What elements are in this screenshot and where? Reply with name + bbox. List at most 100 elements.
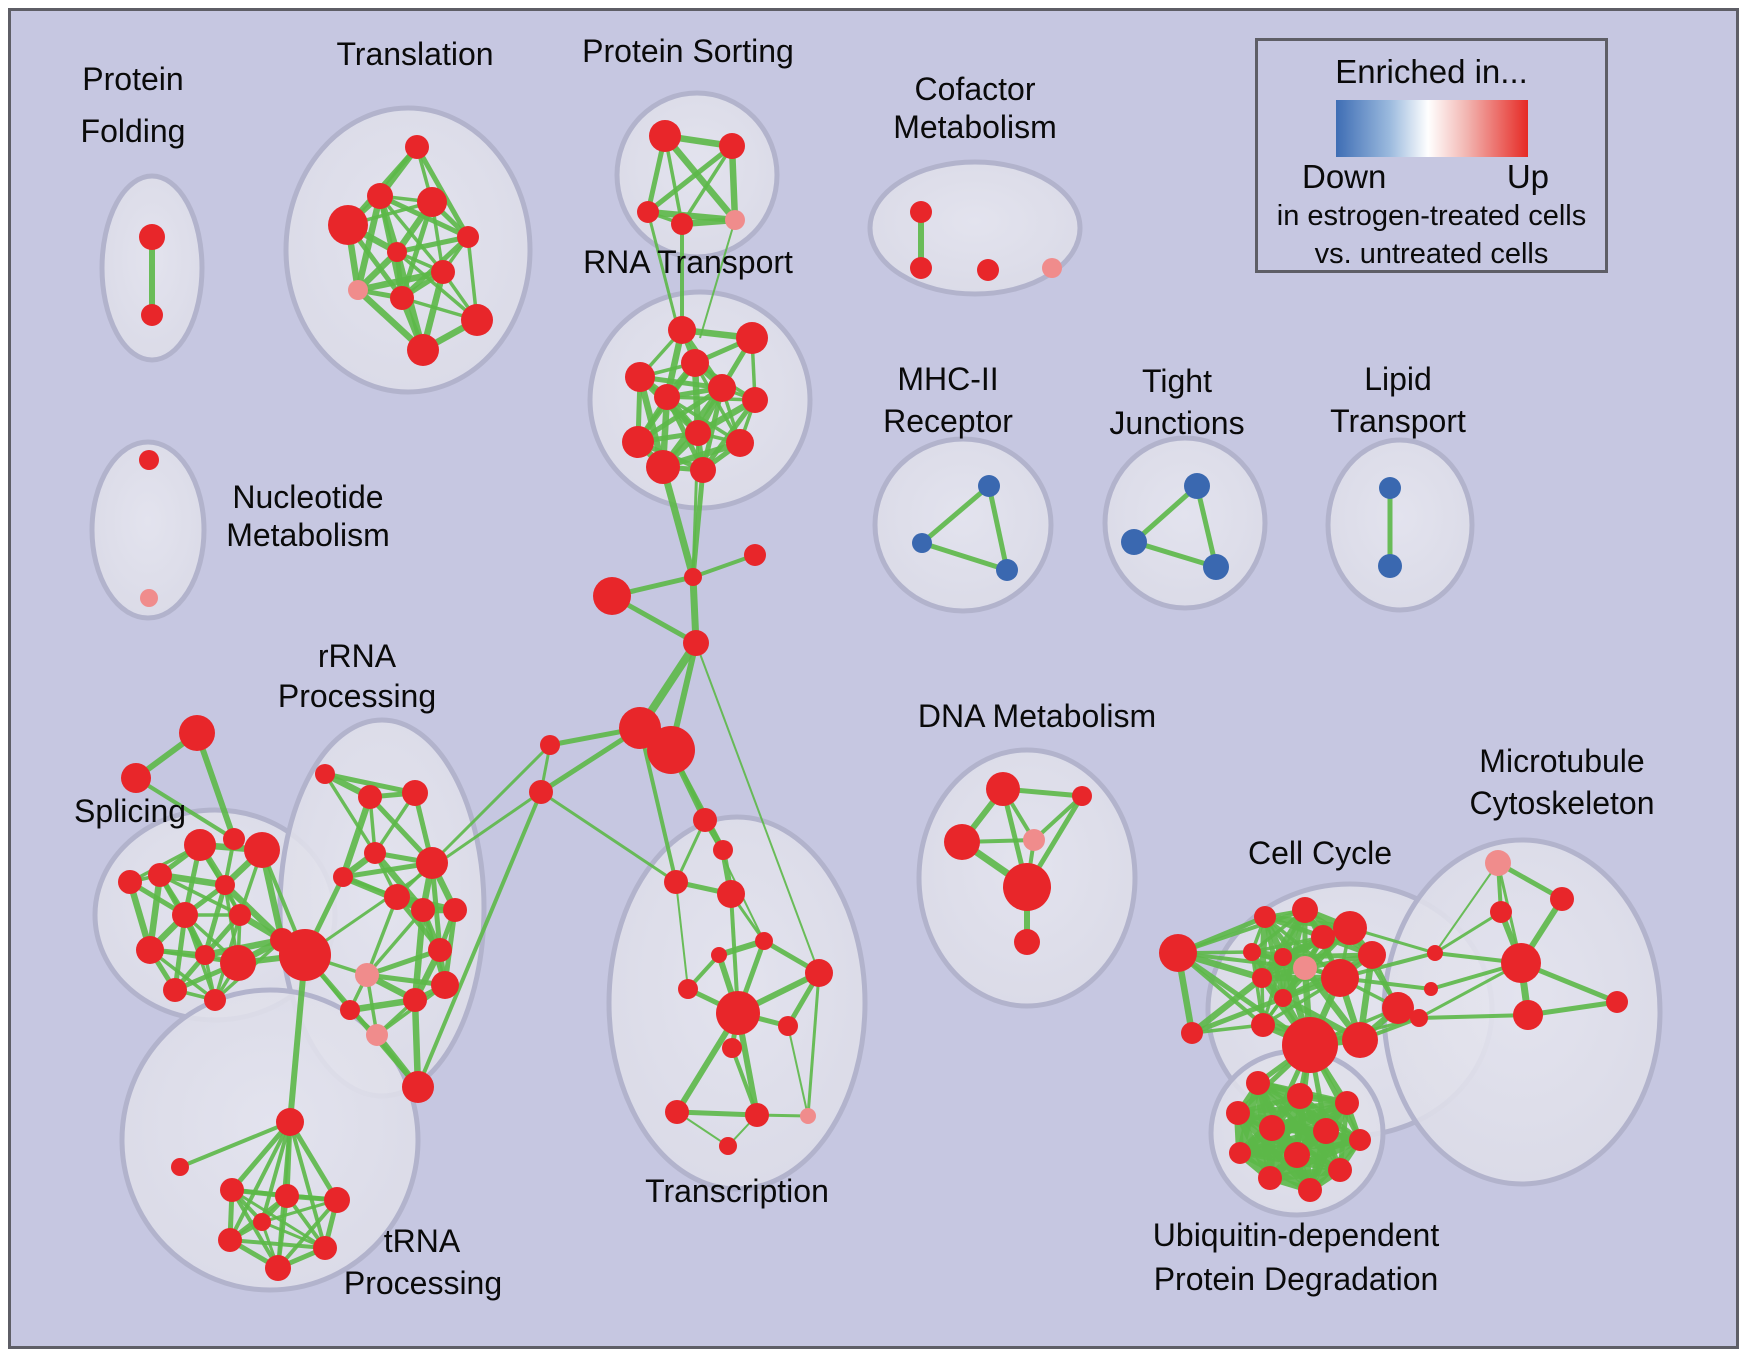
legend-up-label: Up [1506,158,1549,195]
dna-metabolism-node [1014,929,1040,955]
splicing-node [184,829,216,861]
rrna-processing-node [402,1071,434,1103]
rrna-processing-node [384,884,410,910]
edge [261,1198,338,1224]
legend-down-label: Down [1302,158,1387,195]
transcription-node [778,1016,798,1036]
edge [339,795,374,879]
transcription-node [745,1103,769,1127]
tight-junctions-ellipse [1102,435,1268,611]
microtubule-cytoskeleton-node [1501,943,1541,983]
connector-node [593,577,631,615]
legend-caption-line2: vs. untreated cells [1314,238,1549,270]
mhc-ii-receptor-label: Receptor [883,403,1013,439]
edge [787,1025,809,1117]
nucleotide-metabolism-ellipse [89,439,207,621]
ubiquitin-degradation-label: Protein Degradation [1154,1261,1439,1297]
translation-node [387,242,407,262]
trna-processing-node [324,1187,350,1213]
connector-node [683,630,709,656]
edge [1194,485,1219,568]
transcription-node [711,947,727,963]
protein-sorting-node [649,120,681,152]
cell-cycle-node [1243,943,1261,961]
protein-folding-node [141,304,163,326]
transcription-node [665,1100,689,1124]
transcription-node [805,959,833,987]
rna-transport-node [726,429,754,457]
edge [229,1238,326,1250]
microtubule-cytoskeleton-node [1606,991,1628,1013]
rna-transport-node [625,362,655,392]
ubiquitin-degradation-node [1226,1101,1250,1125]
rrna-processing-node [333,867,353,887]
splicing-node [118,870,142,894]
splicing-node [172,902,198,928]
translation-node [390,286,414,310]
translation-node [457,226,479,248]
connector-node [744,544,766,566]
microtubule-cytoskeleton-node [1490,901,1512,923]
edge [659,466,697,578]
protein-sorting-node [725,210,745,230]
ubiquitin-degradation-node [1349,1129,1371,1151]
edge [920,484,991,545]
edge [323,773,377,854]
mhc-ii-receptor-node [996,559,1018,581]
rna-transport-node [708,374,736,402]
dna-metabolism-node [944,824,980,860]
splicing-node [229,904,251,926]
edge [396,234,469,255]
rrna-processing-node [358,785,382,809]
translation-node [431,260,455,284]
edge [675,881,689,990]
connector-node [647,726,695,774]
edge [1132,484,1199,544]
transcription-node [755,932,773,950]
rna-transport-node [742,387,768,413]
trna-processing-node [171,1158,189,1176]
trna-processing-node [253,1213,271,1231]
edge [540,790,677,884]
connector-node [179,715,215,751]
edge [646,144,734,214]
microtubule-cytoskeleton-label: Microtubule [1479,743,1644,779]
mhc-ii-receptor-ellipse [872,436,1054,614]
ubiquitin-degradation-node [1229,1142,1251,1164]
cell-cycle-node [1321,959,1359,997]
cell-cycle-node [1181,1022,1203,1044]
edge [636,385,724,445]
trna-processing-node [276,1108,304,1136]
tight-junctions-node [1203,554,1229,580]
cell-cycle-node [1333,911,1367,945]
ubiquitin-degradation-node [1246,1071,1270,1095]
rrna-processing-node [431,971,459,999]
connector-node [1427,945,1443,961]
trna-processing-label: Processing [344,1265,502,1301]
lipid-transport-label: Transport [1330,403,1466,439]
edge [806,972,821,1117]
rna-transport-node [668,316,696,344]
edge [354,195,384,291]
cell-cycle-node [1358,941,1386,969]
edge [260,1121,292,1223]
cofactor-metabolism-node [977,259,999,281]
splicing-node [244,832,280,868]
transcription-node [693,808,717,832]
rrna-processing-node [279,929,331,981]
cofactor-metabolism-node [1042,258,1062,278]
legend-gradient-bar [1335,100,1528,157]
transcription-node [716,991,760,1035]
edge [288,1121,327,1249]
rrna-processing-node [416,847,448,879]
rrna-processing-node [428,938,452,962]
transcription-node [678,979,698,999]
connector-node [223,828,245,850]
cell-cycle-node [1274,989,1292,1007]
transcription-node [719,1137,737,1155]
edge [986,485,1010,571]
rna-transport-node [685,420,711,446]
protein-sorting-node [671,213,693,235]
edge [1189,975,1265,1036]
lipid-transport-label: Lipid [1364,361,1432,397]
